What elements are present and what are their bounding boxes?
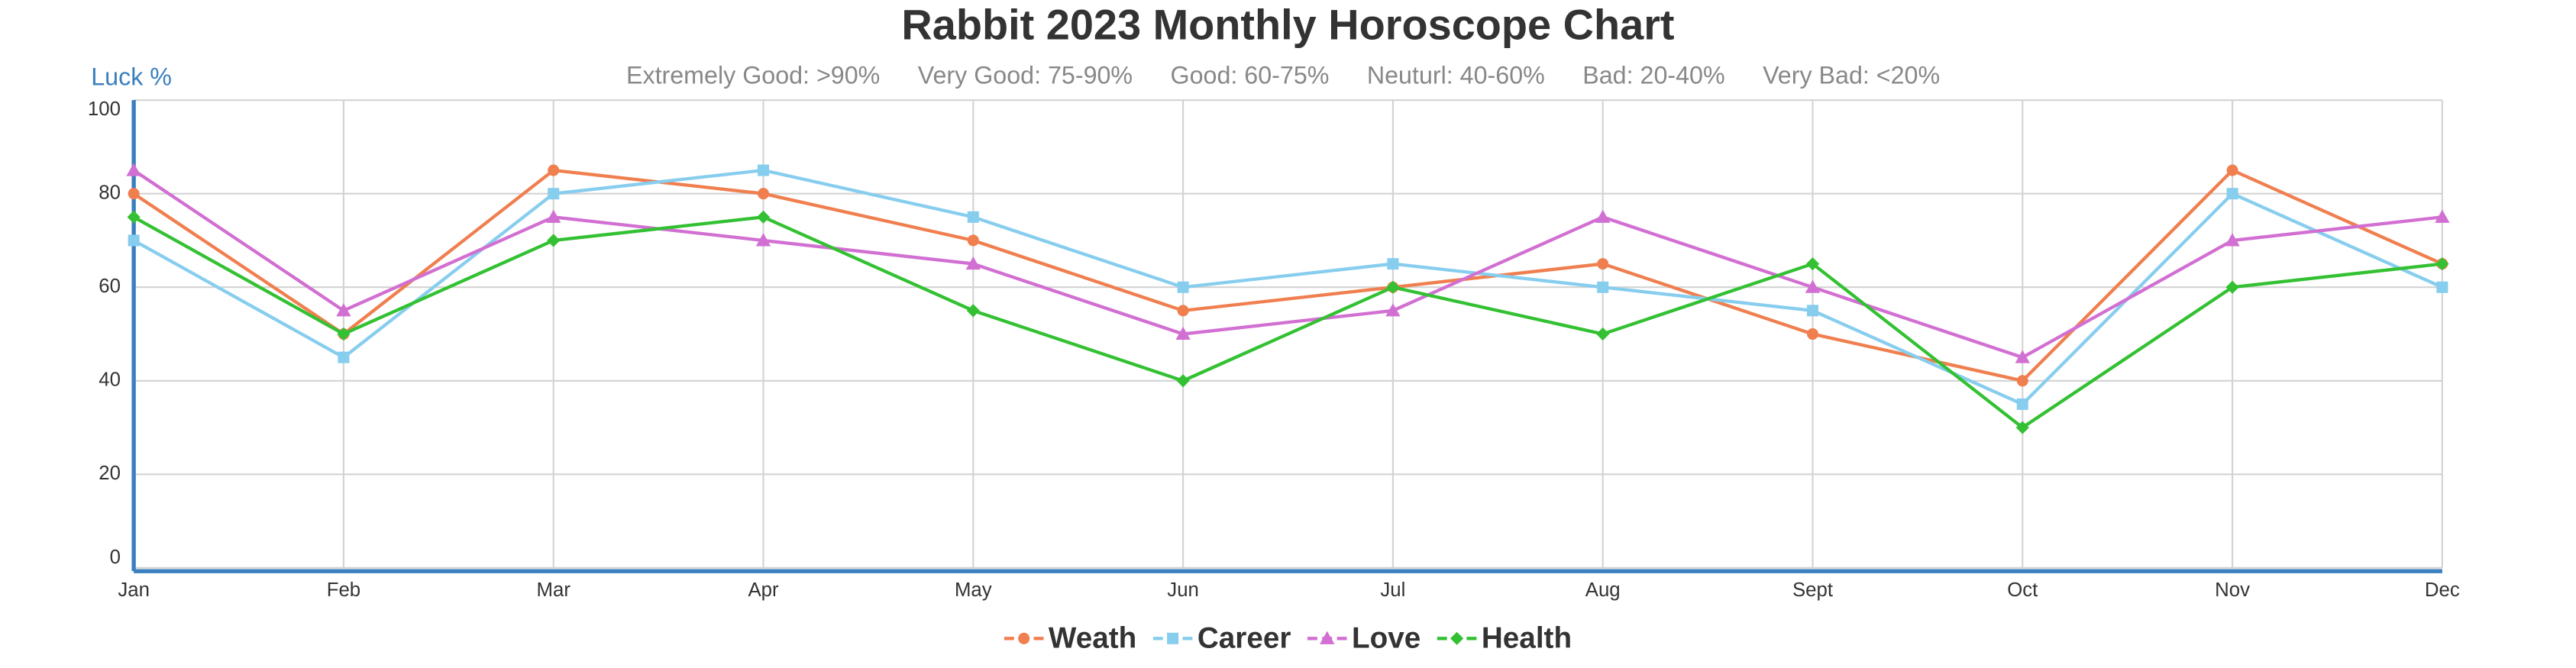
marker [547,234,561,247]
legend-label: Health [1482,622,1572,655]
line [133,215,2443,430]
note: Very Bad: <20% [1763,62,1940,89]
x-tick-label: Feb [327,579,360,601]
legend-item: Weath [1004,622,1136,655]
legend-item: Health [1437,622,1572,655]
x-tick-label: Jul [1380,579,1405,601]
x-tick-label: May [955,579,992,601]
marker [2435,257,2449,271]
y-tick-label: 80 [99,182,121,203]
y-tick-label: 20 [99,463,121,484]
x-tick-label: Jun [1167,579,1199,601]
marker [1387,258,1399,270]
marker [2226,164,2238,176]
marker [2226,188,2238,200]
marker [1595,209,1611,223]
marker [1018,632,1030,644]
x-tick-label: Mar [537,579,571,601]
marker [2016,398,2028,410]
marker [1450,631,1464,645]
legend-item: Career [1152,622,1291,655]
marker [1176,374,1190,388]
marker [757,188,770,200]
note: Good: 60-75% [1171,62,1330,89]
x-tick-label: Apr [748,579,779,601]
x-tick-label: Aug [1585,579,1621,601]
y-tick-label: 100 [88,98,121,120]
marker [2015,421,2029,434]
marker [1806,328,1819,340]
marker [1385,303,1401,317]
marker [1177,305,1189,317]
chart-title: Rabbit 2023 Monthly Horoscope Chart [901,0,1674,48]
marker [1320,631,1335,644]
marker [1596,327,1610,341]
marker [126,163,141,176]
marker [128,188,140,200]
legend-label: Love [1352,622,1421,655]
marker [128,234,140,247]
x-tick-label: Dec [2425,579,2460,601]
note: Very Good: 75-90% [918,62,1133,89]
marker [967,234,979,247]
marker [1805,257,1820,271]
marker [1175,326,1191,340]
marker [338,351,350,363]
line [132,168,2443,383]
marker [1806,305,1819,317]
note: Neuturl: 40-60% [1367,62,1545,89]
marker [966,304,980,318]
marker [2225,280,2239,294]
y-tick-label: 60 [99,276,121,297]
marker [2436,281,2448,293]
marker [1597,258,1609,270]
marker [2435,209,2450,223]
note: Bad: 20-40% [1582,62,1724,89]
marker [337,327,351,341]
marker [1597,281,1609,293]
marker [1386,280,1400,294]
marker [127,210,141,224]
y-axis-label: Luck % [91,63,172,91]
line [132,169,2443,360]
marker [1167,632,1179,644]
marker [336,303,351,317]
y-tick-label: 0 [110,547,121,568]
marker [2225,233,2240,247]
marker [548,188,560,200]
y-tick-label: 40 [99,369,121,391]
x-tick-label: Nov [2215,579,2250,601]
marker [2016,375,2028,387]
marker [1177,281,1189,293]
marker [1805,279,1821,293]
marker [755,233,771,247]
marker [756,210,771,224]
marker [965,256,981,270]
marker [757,164,770,176]
marker [967,211,979,223]
x-tick-label: Jan [118,579,150,601]
marker [2015,350,2030,363]
line [133,168,2443,406]
marker [546,209,561,223]
marker [548,164,560,176]
legend-label: Career [1198,622,1291,655]
legend-label: Weath [1049,622,1136,655]
x-tick-label: Sept [1792,579,1833,601]
note: Extremely Good: >90% [626,62,880,89]
legend-item: Love [1307,622,1421,655]
x-tick-label: Oct [2007,579,2038,601]
